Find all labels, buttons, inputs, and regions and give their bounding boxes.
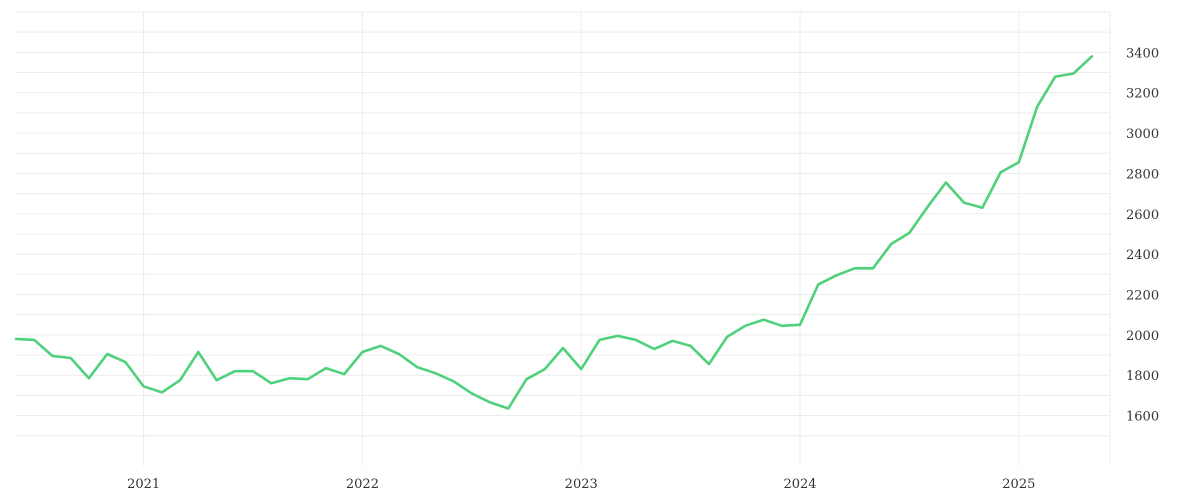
x-tick-label: 2022 [346,477,379,492]
x-tick-label: 2025 [1002,477,1035,492]
y-axis-ticks: 1600 1800 2000 2200 2400 2600 2800 3000 3200 3400 [1126,46,1159,424]
y-tick-label: 2800 [1126,167,1159,182]
y-tick-label: 2600 [1126,208,1159,223]
x-tick-label: 2021 [127,477,160,492]
y-tick-label: 1600 [1126,410,1159,425]
x-tick-label: 2024 [783,477,816,492]
y-tick-label: 3400 [1126,46,1159,61]
series-layer [14,55,1094,410]
y-tick-label: 3200 [1126,87,1159,102]
series-line [14,55,1094,410]
x-axis-ticks: 2021 2022 2023 2024 2025 [127,477,1035,492]
y-tick-label: 2400 [1126,248,1159,263]
y-tick-label: 2000 [1126,329,1159,344]
y-tick-label: 3000 [1126,127,1159,142]
y-tick-label: 1800 [1126,369,1159,384]
y-tick-label: 2200 [1126,288,1159,303]
x-tick-label: 2023 [565,477,598,492]
grid [16,11,1111,466]
